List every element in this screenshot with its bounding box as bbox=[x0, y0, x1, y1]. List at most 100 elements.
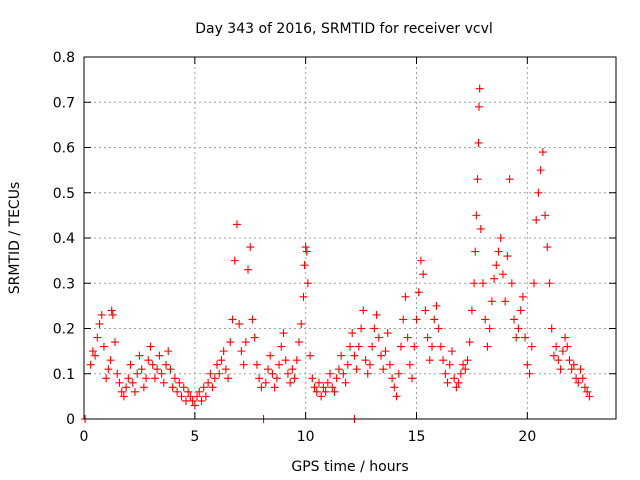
data-point bbox=[547, 324, 556, 333]
data-point bbox=[501, 297, 510, 306]
data-point bbox=[487, 297, 496, 306]
data-point bbox=[195, 387, 204, 396]
data-point bbox=[117, 387, 126, 396]
y-tick-label: 0.4 bbox=[53, 231, 75, 247]
data-point bbox=[514, 324, 523, 333]
grid-layer bbox=[84, 57, 616, 419]
data-point bbox=[456, 369, 465, 378]
data-point bbox=[299, 292, 308, 301]
data-point bbox=[569, 360, 578, 369]
data-point bbox=[215, 369, 224, 378]
data-point bbox=[396, 342, 405, 351]
data-point bbox=[410, 342, 419, 351]
data-point bbox=[574, 378, 583, 387]
data-point bbox=[153, 365, 162, 374]
data-point bbox=[241, 338, 250, 347]
data-point bbox=[474, 138, 483, 147]
data-point bbox=[155, 351, 164, 360]
data-point bbox=[179, 383, 188, 392]
data-point bbox=[503, 252, 512, 261]
data-point bbox=[443, 378, 452, 387]
data-point bbox=[494, 247, 503, 256]
data-point bbox=[263, 365, 272, 374]
data-point bbox=[270, 383, 279, 392]
data-point bbox=[512, 333, 521, 342]
data-point bbox=[128, 378, 137, 387]
data-point bbox=[372, 310, 381, 319]
data-point bbox=[441, 369, 450, 378]
chart-title: Day 343 of 2016, SRMTID for receiver vcv… bbox=[195, 21, 493, 37]
data-point bbox=[370, 324, 379, 333]
data-point bbox=[439, 356, 448, 365]
y-tick-label: 0.6 bbox=[53, 141, 75, 157]
data-point bbox=[137, 365, 146, 374]
data-point bbox=[576, 365, 585, 374]
data-point bbox=[473, 175, 482, 184]
data-point bbox=[108, 310, 117, 319]
data-point bbox=[107, 306, 116, 315]
data-point bbox=[261, 378, 270, 387]
data-point bbox=[91, 351, 100, 360]
data-point bbox=[365, 360, 374, 369]
y-axis-label: SRMTID / TECUs bbox=[7, 182, 23, 295]
data-point bbox=[461, 365, 470, 374]
data-point bbox=[281, 356, 290, 365]
data-point bbox=[102, 374, 111, 383]
data-point bbox=[507, 279, 516, 288]
data-point bbox=[412, 315, 421, 324]
data-point bbox=[580, 383, 589, 392]
data-point bbox=[302, 247, 311, 256]
data-point bbox=[403, 333, 412, 342]
data-point bbox=[452, 383, 461, 392]
data-point bbox=[228, 315, 237, 324]
data-point bbox=[419, 270, 428, 279]
data-point bbox=[332, 374, 341, 383]
data-point bbox=[381, 347, 390, 356]
data-point bbox=[421, 306, 430, 315]
data-point bbox=[556, 365, 565, 374]
data-point bbox=[95, 319, 104, 328]
data-point bbox=[470, 279, 479, 288]
data-point bbox=[246, 243, 255, 252]
data-point bbox=[399, 315, 408, 324]
data-point bbox=[423, 333, 432, 342]
data-point bbox=[257, 383, 266, 392]
y-tick-label: 0.7 bbox=[53, 95, 75, 111]
data-point bbox=[341, 378, 350, 387]
x-tick-label: 15 bbox=[408, 429, 426, 445]
data-point bbox=[244, 265, 253, 274]
data-point bbox=[279, 329, 288, 338]
data-point bbox=[549, 351, 558, 360]
data-point bbox=[308, 374, 317, 383]
x-tick-label: 0 bbox=[80, 429, 89, 445]
data-point bbox=[314, 378, 323, 387]
data-point bbox=[166, 365, 175, 374]
data-point bbox=[193, 392, 202, 401]
data-point bbox=[545, 279, 554, 288]
data-point bbox=[173, 387, 182, 396]
data-point bbox=[319, 383, 328, 392]
data-point bbox=[379, 365, 388, 374]
data-point bbox=[450, 374, 459, 383]
data-point bbox=[392, 392, 401, 401]
data-point bbox=[99, 342, 108, 351]
data-point bbox=[538, 148, 547, 157]
data-point bbox=[498, 270, 507, 279]
data-point bbox=[301, 243, 310, 252]
data-point bbox=[248, 315, 257, 324]
data-point bbox=[288, 365, 297, 374]
data-point bbox=[529, 279, 538, 288]
data-point bbox=[159, 378, 168, 387]
data-point bbox=[532, 215, 541, 224]
data-point bbox=[472, 211, 481, 220]
data-point bbox=[204, 378, 213, 387]
data-point bbox=[521, 333, 530, 342]
data-point bbox=[352, 365, 361, 374]
data-point bbox=[543, 243, 552, 252]
data-point bbox=[388, 374, 397, 383]
data-point bbox=[516, 306, 525, 315]
data-point bbox=[475, 84, 484, 93]
data-point bbox=[148, 360, 157, 369]
x-tick-label: 5 bbox=[190, 429, 199, 445]
